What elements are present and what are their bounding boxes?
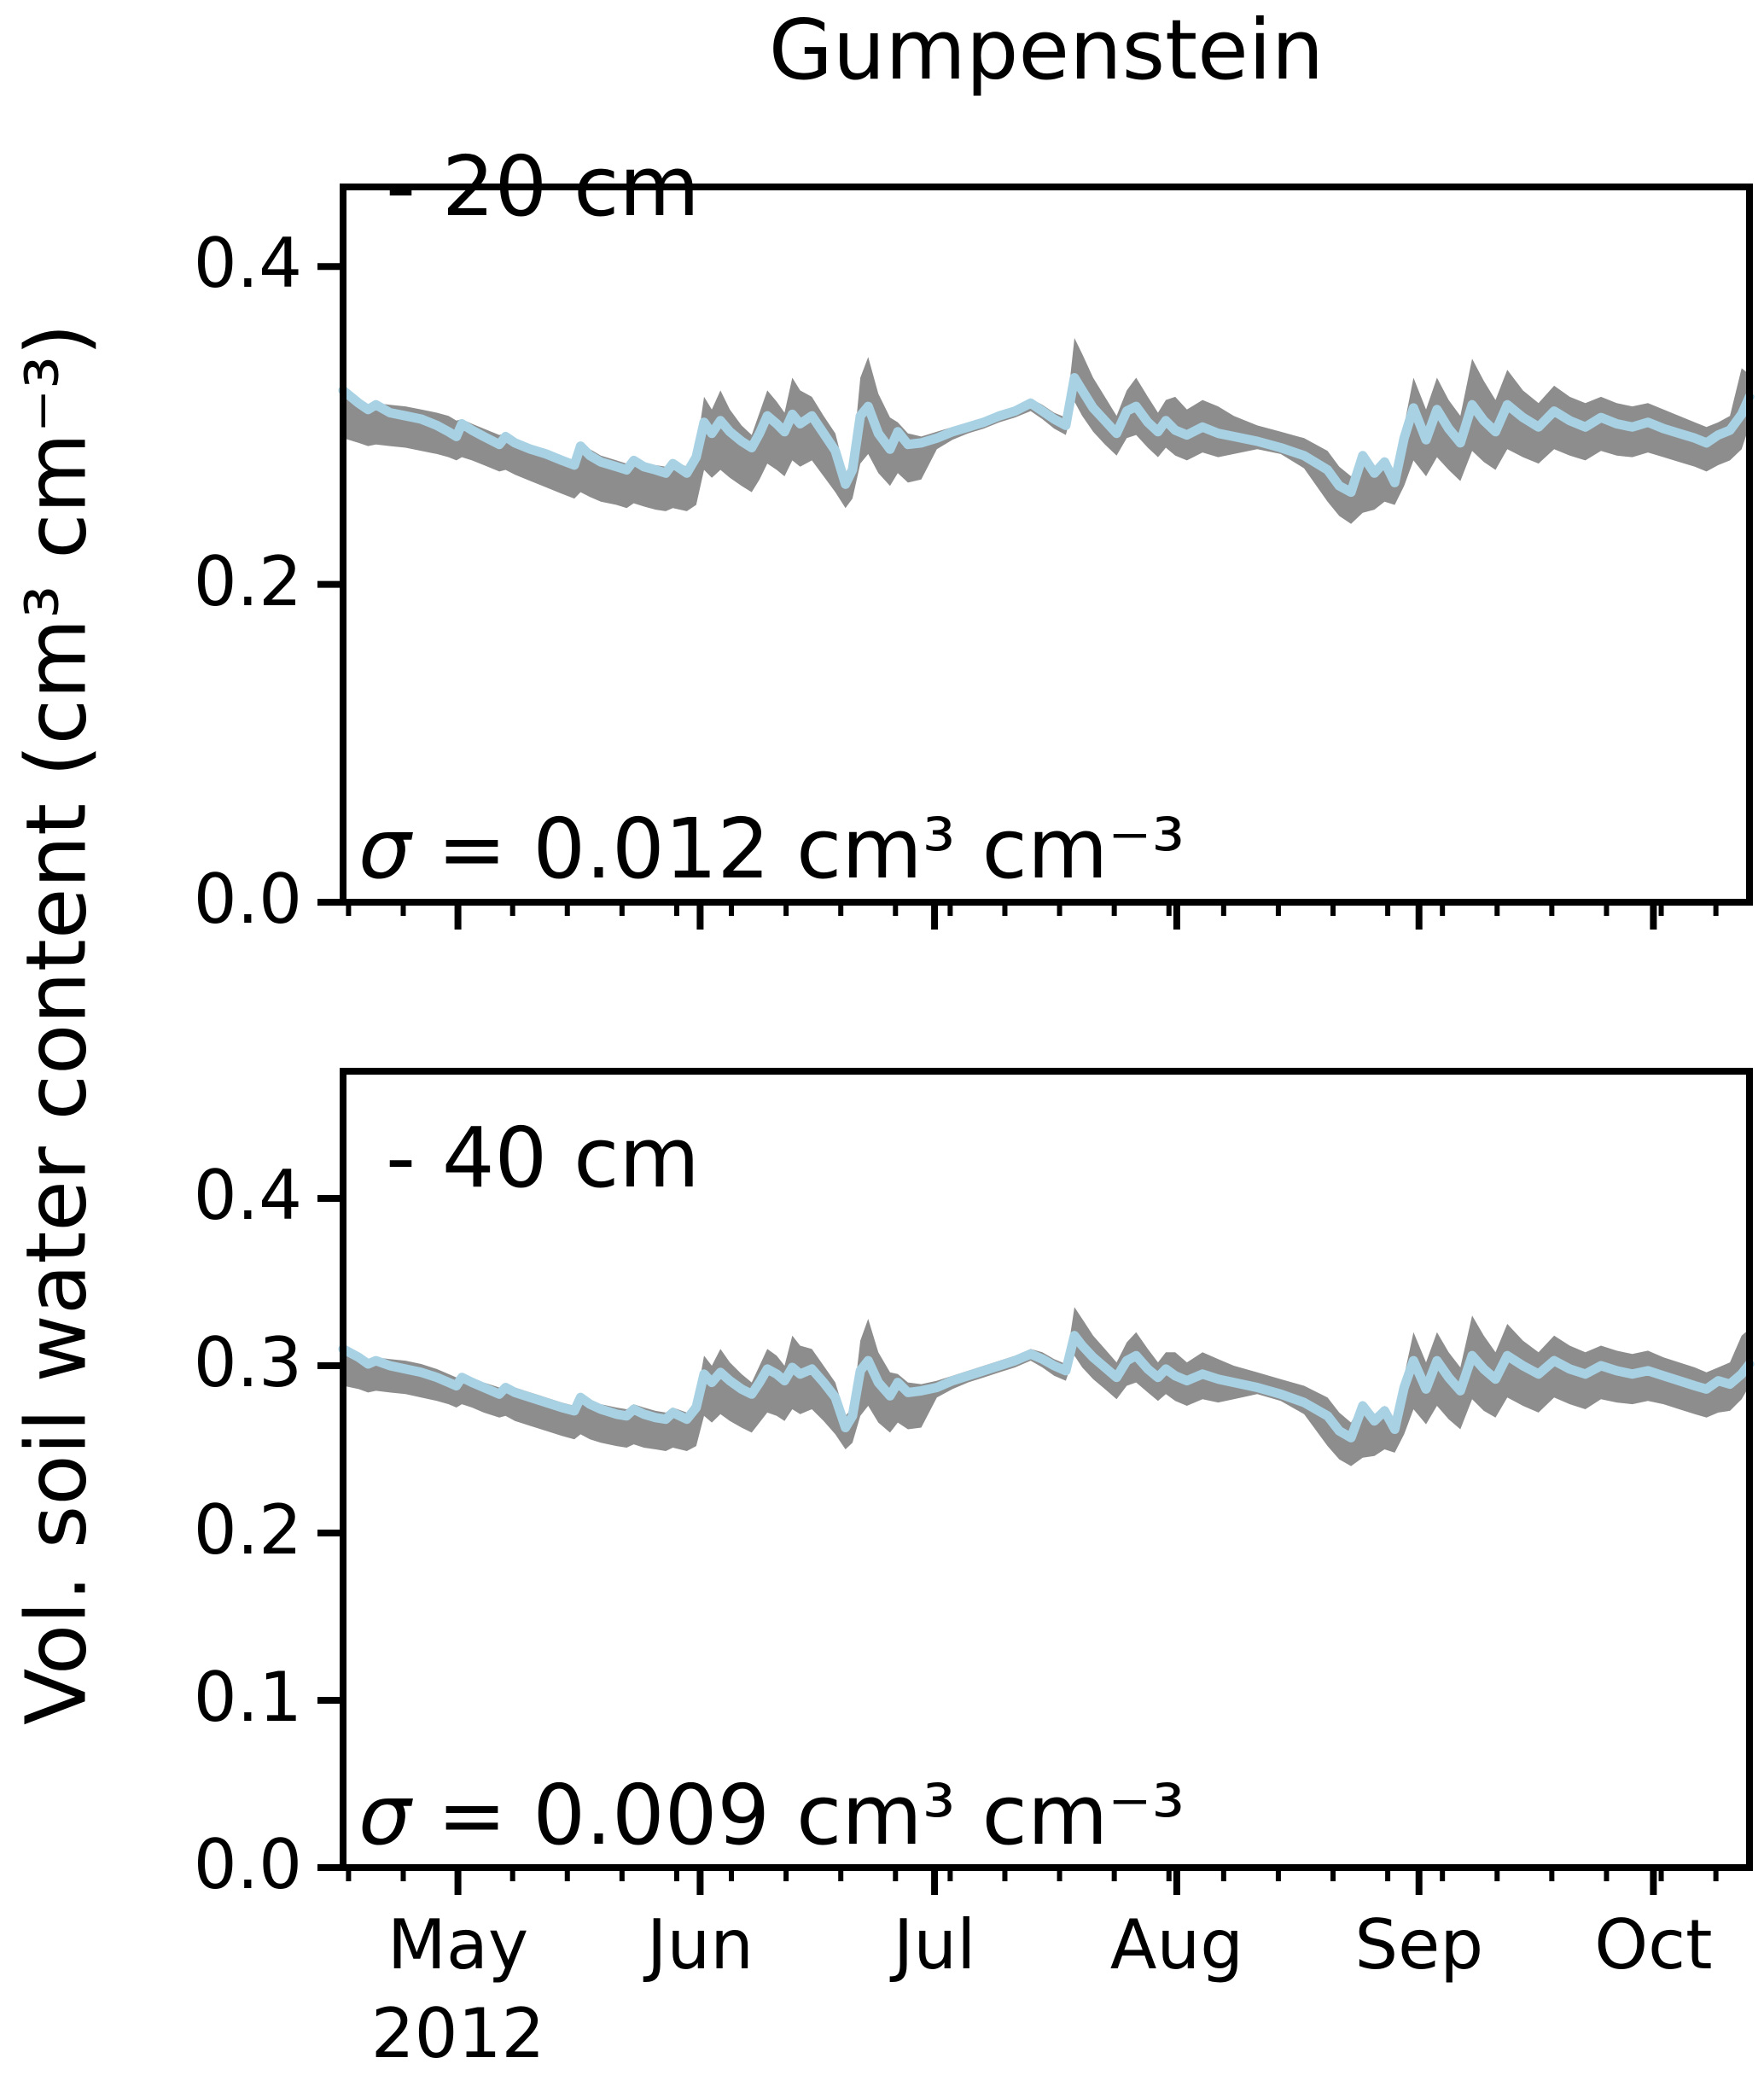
ytick-label-20cm: 0.2 [193, 541, 302, 621]
sigma-symbol-20cm: σ [358, 801, 411, 897]
y-axis-label: Vol. soil water content (cm³ cm⁻³) [8, 324, 105, 1725]
uncertainty-band-40cm [343, 1307, 1749, 1466]
panel-frame-40cm [340, 1068, 1753, 1871]
xtick-label-jun: Jun [646, 1905, 754, 1985]
panel-frame-20cm [340, 184, 1753, 906]
xtick-label-aug: Aug [1109, 1905, 1243, 1985]
xtick-label-jul: Jul [893, 1905, 976, 1985]
data-line-20cm [338, 373, 1755, 498]
depth-label-40cm: - 40 cm [386, 1110, 700, 1206]
xtick-year-label: 2012 [370, 1994, 545, 2073]
ytick-label-40cm: 0.4 [193, 1155, 302, 1235]
chart-title: Gumpenstein [768, 2, 1324, 98]
sigma-label-40cm: σ = 0.009 cm³ cm⁻³ [358, 1767, 1185, 1863]
ytick-label-20cm: 0.4 [193, 223, 302, 303]
ytick-label-40cm: 0.0 [193, 1824, 302, 1904]
sigma-label-20cm: σ = 0.012 cm³ cm⁻³ [358, 801, 1185, 897]
xtick-label-sep: Sep [1354, 1905, 1484, 1985]
ytick-label-20cm: 0.0 [193, 859, 302, 939]
sigma-value-40cm: = 0.009 cm³ cm⁻³ [410, 1767, 1185, 1863]
xtick-label-oct: Oct [1594, 1905, 1713, 1985]
xtick-label-may: May [387, 1905, 529, 1985]
sigma-value-20cm: = 0.012 cm³ cm⁻³ [410, 801, 1185, 897]
data-line-40cm [338, 1331, 1755, 1443]
ytick-label-40cm: 0.1 [193, 1657, 302, 1737]
sigma-symbol-40cm: σ [358, 1767, 411, 1863]
ytick-label-40cm: 0.3 [193, 1322, 302, 1402]
depth-label-20cm: - 20 cm [386, 138, 700, 235]
ytick-label-40cm: 0.2 [193, 1489, 302, 1570]
